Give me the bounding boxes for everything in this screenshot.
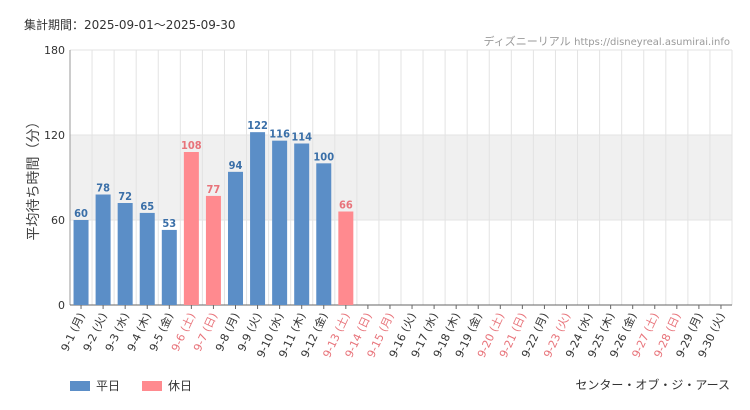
data-label: 60 — [74, 207, 88, 220]
site-credit: ディズニーリアル https://disneyreal.asumirai.inf… — [484, 33, 731, 49]
bar — [139, 212, 155, 305]
data-label: 77 — [207, 183, 221, 196]
bar — [228, 171, 243, 305]
legend: 平日 休日 — [70, 377, 214, 394]
site-url[interactable]: https://disneyreal.asumirai.info — [574, 37, 730, 48]
bar — [338, 211, 354, 305]
weekday-swatch — [70, 380, 90, 391]
data-label: 94 — [229, 159, 243, 172]
bar — [95, 194, 111, 305]
y-tick-label: 120 — [44, 129, 65, 142]
bar — [205, 195, 221, 305]
data-label: 78 — [96, 182, 110, 195]
data-label: 122 — [247, 119, 268, 132]
legend-holiday[interactable]: 休日 — [142, 377, 192, 394]
data-label: 66 — [339, 199, 353, 212]
data-label: 72 — [118, 190, 132, 203]
data-label: 53 — [162, 217, 176, 230]
bar — [250, 132, 266, 305]
legend-holiday-label: 休日 — [168, 379, 193, 393]
bar — [272, 140, 288, 305]
y-tick-label: 0 — [58, 299, 65, 312]
y-axis-label: 平均待ち時間（分） — [26, 115, 42, 241]
bar — [316, 163, 332, 305]
data-label: 108 — [181, 139, 202, 152]
legend-weekday-label: 平日 — [96, 379, 121, 393]
bar — [183, 152, 199, 305]
data-label: 65 — [140, 200, 154, 213]
bar — [294, 143, 310, 305]
legend-weekday[interactable]: 平日 — [70, 377, 120, 394]
holiday-swatch — [142, 380, 163, 391]
data-label: 100 — [313, 150, 334, 163]
bar — [161, 229, 177, 305]
y-tick-label: 180 — [44, 44, 65, 57]
aggregation-period: 集計期間：2025-09-01～2025-09-30 — [24, 18, 236, 32]
attraction-name: センター・オブ・ジ・アース — [575, 378, 730, 392]
data-label: 114 — [291, 131, 312, 144]
bar — [117, 203, 133, 305]
bar — [73, 220, 89, 305]
data-label: 116 — [269, 128, 290, 141]
site-name: ディズニーリアル — [483, 35, 571, 48]
y-tick-label: 60 — [51, 214, 65, 227]
